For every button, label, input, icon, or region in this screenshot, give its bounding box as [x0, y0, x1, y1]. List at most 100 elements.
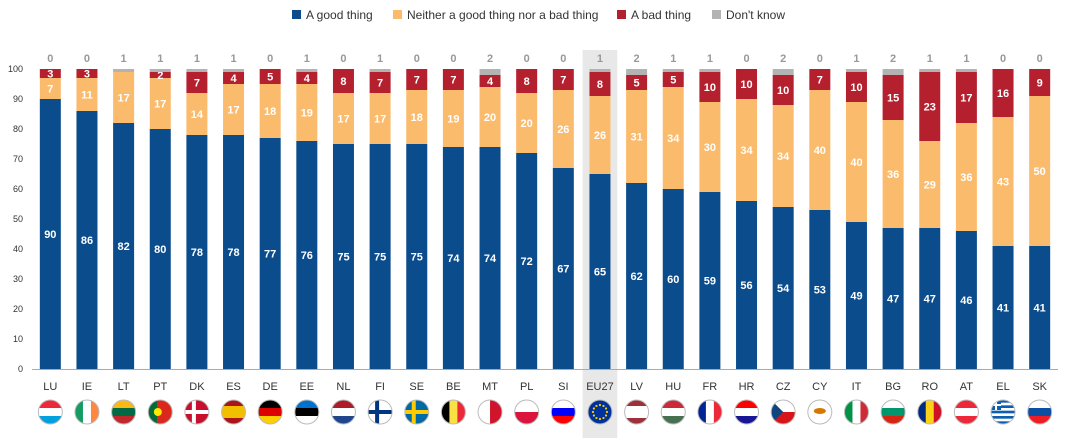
data-label: 26 [557, 124, 569, 136]
flag-part [991, 418, 1016, 422]
bar-HR-s2 [736, 69, 758, 99]
flag-fill [184, 400, 209, 424]
data-label: 36 [887, 169, 899, 181]
flag-part [111, 408, 136, 417]
x-tick-label: PL [520, 381, 533, 393]
bar-LV-s2 [626, 75, 648, 90]
flag-part [852, 400, 861, 424]
x-tick-label: BE [446, 381, 461, 393]
flag-border [1027, 399, 1053, 425]
x-tick-label: FI [375, 381, 385, 393]
bar-LV-s1 [626, 90, 648, 183]
bar-EU27-s1 [589, 96, 611, 174]
flag-fill [294, 400, 319, 424]
data-label: 11 [81, 90, 93, 102]
data-label: 53 [814, 285, 826, 297]
flag-hr [734, 399, 760, 425]
data-label: 67 [557, 264, 569, 276]
flag-part [331, 408, 356, 417]
data-label: 17 [117, 93, 129, 105]
data-label: 47 [887, 294, 899, 306]
flag-part [592, 407, 596, 410]
flag-border [147, 399, 173, 425]
flag-part [111, 416, 136, 424]
flag-part [598, 403, 602, 407]
flag-part [368, 410, 393, 414]
y-tick-label: 100 [8, 64, 23, 74]
data-label: 5 [634, 78, 640, 90]
y-tick-label: 50 [13, 214, 23, 224]
flag-part [595, 416, 598, 420]
x-tick-label: CZ [776, 381, 791, 393]
x-tick-label: EE [299, 381, 314, 393]
y-tick-label: 30 [13, 274, 23, 284]
flag-lu [37, 399, 63, 425]
data-label-dont-know: 1 [230, 53, 236, 65]
data-label-dont-know: 1 [707, 53, 713, 65]
data-label: 2 [157, 70, 163, 82]
flag-fill [38, 400, 63, 424]
flag-fill [478, 400, 503, 424]
bar-CZ-s1 [772, 105, 794, 207]
bar-SK-s0 [1029, 246, 1051, 369]
data-label: 29 [924, 180, 936, 192]
bar-SK-s2 [1029, 69, 1051, 96]
flag-part [595, 404, 598, 408]
x-tick-label: SI [558, 381, 568, 393]
data-label: 46 [960, 295, 972, 307]
bar-AT-s0 [955, 231, 977, 369]
flag-part [514, 400, 539, 412]
bar-EL-s0 [992, 246, 1014, 369]
data-label-dont-know: 1 [121, 53, 127, 65]
flag-fill [404, 400, 429, 424]
bar-FR-s0 [699, 192, 721, 369]
bar-NL-s0 [332, 144, 354, 369]
flag-part [514, 412, 539, 424]
x-tick-label: NL [336, 381, 350, 393]
bar-AT-s3 [955, 69, 977, 72]
flag-fill [258, 400, 283, 424]
data-label: 31 [630, 132, 642, 144]
data-label-dont-know: 1 [927, 53, 933, 65]
data-label-dont-know: 0 [47, 53, 53, 65]
x-tick-label: RO [922, 381, 939, 393]
y-tick-label: 60 [13, 184, 23, 194]
bar-RO-s1 [919, 141, 941, 228]
flag-fill [111, 400, 136, 424]
flag-fill [844, 400, 869, 424]
data-label: 41 [997, 303, 1009, 315]
data-label: 7 [560, 75, 566, 87]
flag-part [697, 400, 707, 424]
bar-LU-s2 [39, 69, 61, 78]
bar-SE-s1 [406, 90, 428, 144]
bar-BG-s1 [882, 120, 904, 228]
flag-part [881, 400, 906, 409]
flag-fill [331, 400, 356, 424]
bar-HR-s1 [736, 99, 758, 201]
bar-HU-s0 [662, 189, 684, 369]
data-label: 7 [450, 75, 456, 87]
bar-EE-s1 [296, 84, 318, 141]
y-tick-label: 20 [13, 304, 23, 314]
flag-lv [624, 399, 650, 425]
data-label: 34 [740, 145, 753, 157]
bar-PL-s0 [516, 153, 538, 369]
bar-LV-s0 [626, 183, 648, 369]
data-label: 4 [487, 76, 494, 88]
data-label-dont-know: 0 [560, 53, 566, 65]
bar-FI-s2 [369, 72, 391, 93]
data-label-dont-know: 1 [377, 53, 383, 65]
data-label: 76 [301, 250, 313, 262]
flag-part [294, 408, 319, 417]
data-label: 7 [817, 75, 823, 87]
flag-dk [184, 399, 210, 425]
flag-part [881, 408, 906, 417]
data-label: 8 [340, 76, 346, 88]
flag-border [477, 399, 503, 425]
x-tick-label: IE [82, 381, 92, 393]
data-label: 17 [154, 99, 166, 111]
flag-part [592, 414, 596, 417]
flag-es [221, 399, 247, 425]
x-tick-label: SK [1032, 381, 1047, 393]
data-label-dont-know: 1 [670, 53, 676, 65]
